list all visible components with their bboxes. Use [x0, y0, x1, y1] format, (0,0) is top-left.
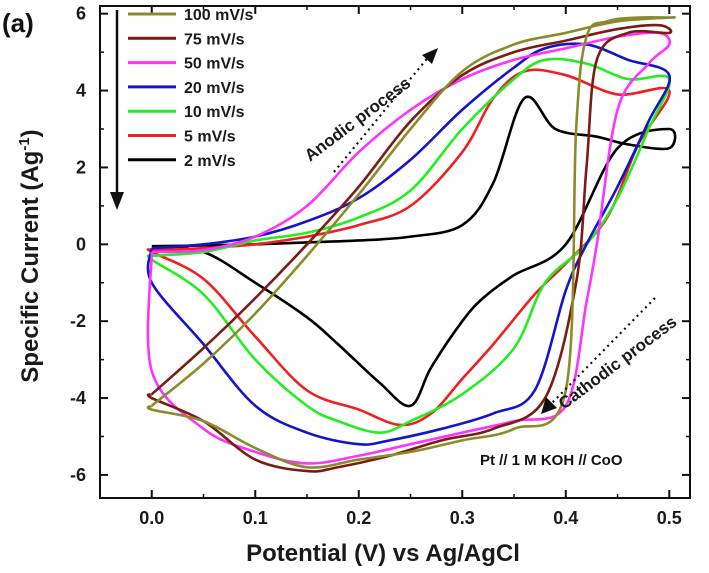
y-axis-title-superscript: -1	[16, 137, 33, 150]
y-tick-label: 4	[76, 81, 86, 101]
series-line-10-mv-s	[146, 57, 672, 434]
series-line-20-mv-s	[146, 42, 672, 446]
x-axis-title: Potential (V) vs Ag/AgCl	[246, 540, 520, 567]
legend-label-50-mv-s: 50 mV/s	[184, 56, 245, 73]
y-tick-label: -6	[70, 465, 86, 485]
annotation-cathodic-arrowhead	[541, 397, 557, 414]
series-line-2-mv-s	[151, 95, 677, 408]
annotation-cell: Pt // 1 M KOH // CoO	[480, 452, 623, 469]
annotation-cathodic: Cathodic process	[555, 312, 680, 413]
y-axis-title-close: )	[17, 129, 44, 137]
legend-label-2-mv-s: 2 mV/s	[184, 153, 236, 170]
legend-order-arrowhead	[110, 192, 124, 210]
legend-label-5-mv-s: 5 mV/s	[184, 129, 236, 146]
annotation-anodic-arrow-line	[333, 54, 431, 173]
y-axis-title-main: Specific Current (Ag	[17, 151, 44, 383]
series-line-50-mv-s	[146, 31, 672, 465]
axes-group: 0.0 0.1 0.2 0.3 0.4 0.5 6 4 2 0 -2 -4 -6	[70, 4, 690, 528]
plot-frame-group	[99, 5, 691, 499]
y-tick-label: 6	[76, 4, 86, 24]
legend-label-75-mv-s: 75 mV/s	[184, 31, 245, 48]
plot-frame	[99, 5, 691, 499]
x-tick-label: 0.5	[657, 508, 682, 528]
y-tick-label: 0	[76, 234, 86, 254]
y-tick-label: -2	[70, 311, 86, 331]
legend-label-100-mv-s: 100 mV/s	[184, 7, 253, 24]
series-line-75-mv-s	[146, 23, 673, 473]
y-tick-label: -4	[70, 388, 86, 408]
series-line-100-mv-s	[146, 15, 676, 469]
legend: 100 mV/s 75 mV/s 50 mV/s 20 mV/s 10 mV/s 5 mV…	[110, 7, 253, 210]
x-tick-label: 0.3	[450, 508, 475, 528]
x-tick-label: 0.0	[139, 508, 164, 528]
legend-label-10-mv-s: 10 mV/s	[184, 104, 245, 121]
annotation-cathodic-arrow-line	[549, 297, 656, 406]
y-axis-title: Specific Current (Ag-1)	[16, 129, 44, 382]
series-group	[146, 15, 677, 473]
x-tick-label: 0.1	[243, 508, 268, 528]
annotation-anodic-arrowhead	[422, 48, 438, 64]
y-tick-label: 2	[76, 157, 86, 177]
x-tick-label: 0.4	[553, 508, 578, 528]
x-tick-label: 0.2	[346, 508, 371, 528]
panel-label: (a)	[2, 8, 34, 38]
series-line-5-mv-s	[146, 68, 671, 427]
legend-label-20-mv-s: 20 mV/s	[184, 80, 245, 97]
